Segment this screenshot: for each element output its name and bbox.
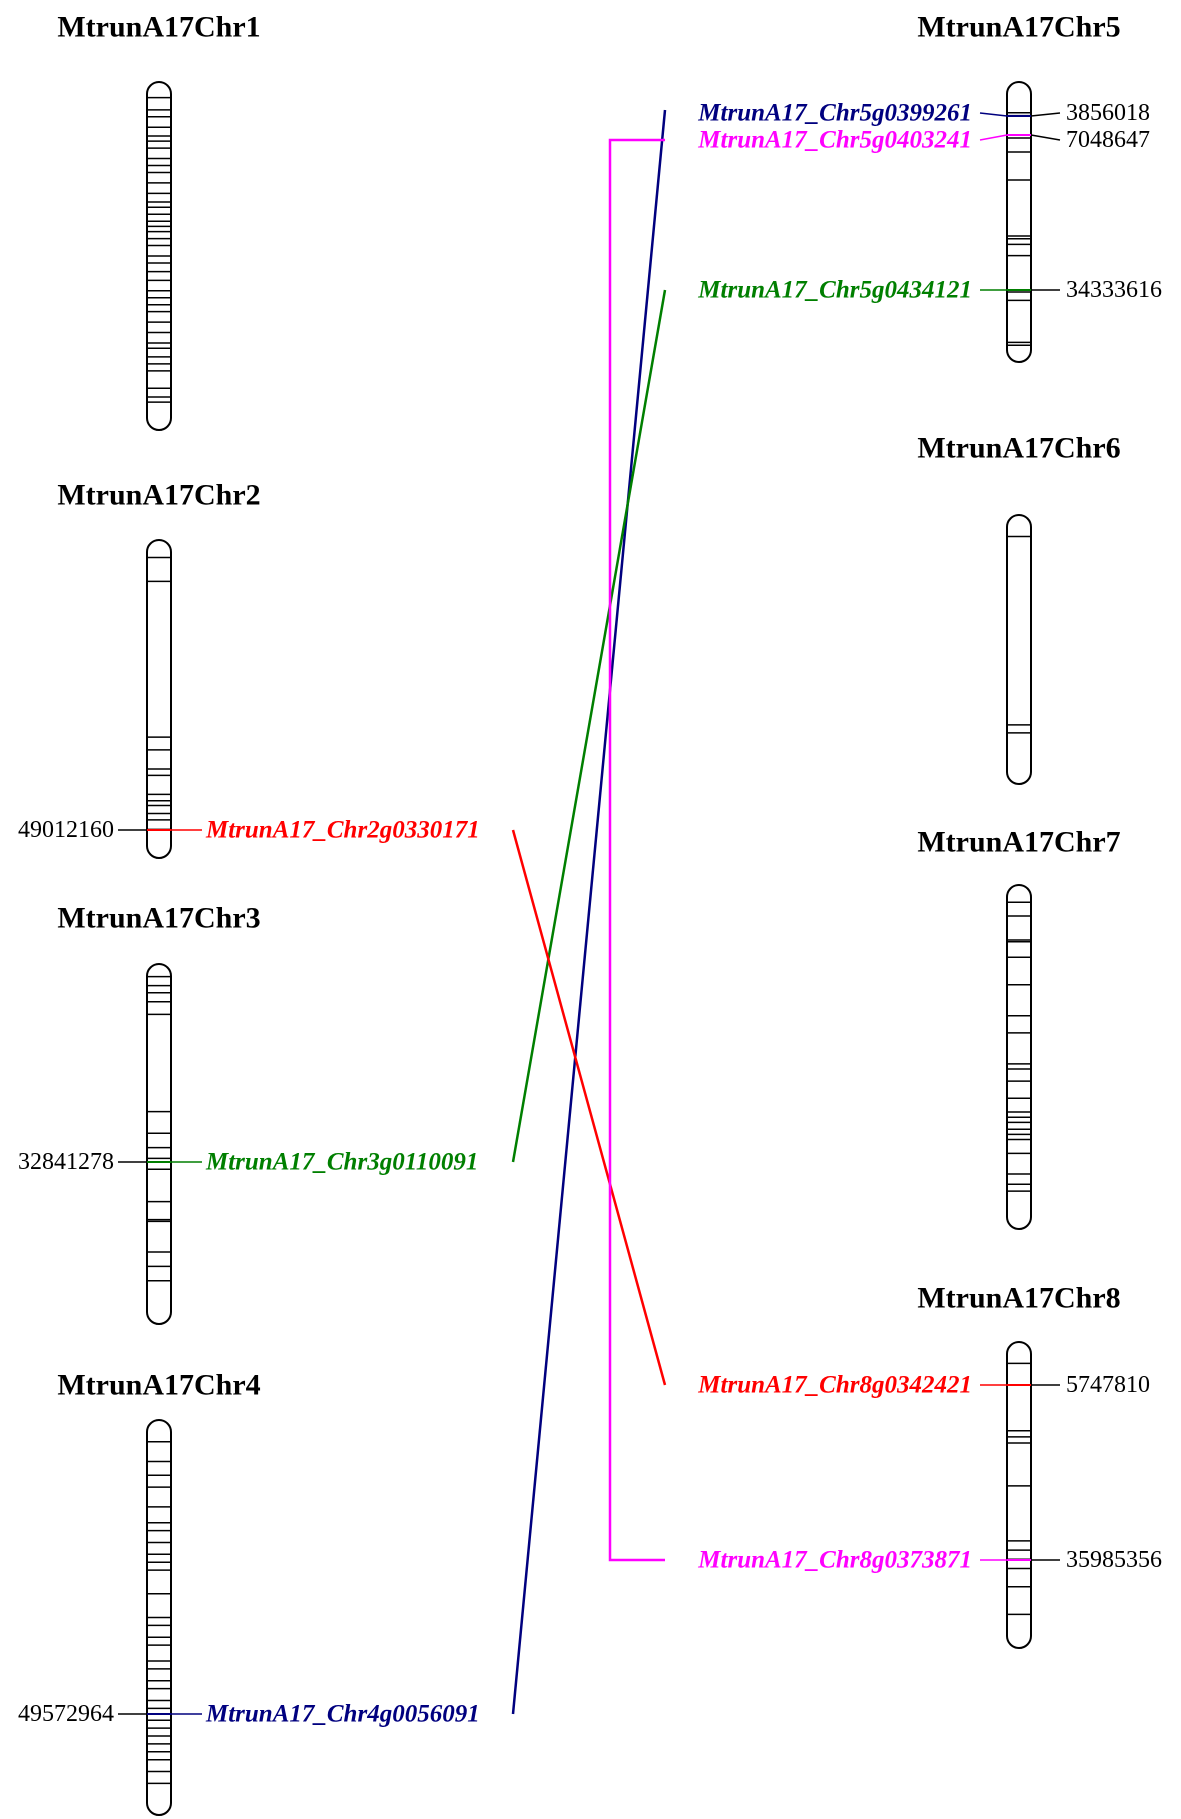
- gene-marker-chr4g0056091: 49572964 MtrunA17_Chr4g0056091: [18, 1701, 480, 1728]
- gene-marker-chr3g0110091: 32841278 MtrunA17_Chr3g0110091: [18, 1149, 478, 1176]
- gene-connector: [979, 134, 1008, 141]
- gene-position: 32841278: [18, 1149, 114, 1175]
- gene-label: MtrunA17_Chr2g0330171: [205, 817, 480, 844]
- chromosome-chr3: MtrunA17Chr3: [57, 902, 261, 1325]
- gene-label: MtrunA17_Chr5g0403241: [697, 127, 972, 154]
- gene-label: MtrunA17_Chr5g0434121: [697, 277, 972, 304]
- chromosome-body: [1006, 81, 1032, 363]
- gene-position: 35985356: [1066, 1547, 1162, 1573]
- chromosome-chr1: MtrunA17Chr1: [57, 11, 261, 431]
- chromosome-title: MtrunA17Chr6: [917, 432, 1120, 465]
- gene-label: MtrunA17_Chr8g0373871: [697, 1547, 972, 1574]
- gene-position: 5747810: [1066, 1372, 1150, 1398]
- gene-marker-chr8g0342421: MtrunA17_Chr8g0342421 5747810: [697, 1372, 1150, 1399]
- chromosome-chr8: MtrunA17Chr8: [917, 1282, 1121, 1649]
- duplication-link: [511, 109, 667, 1715]
- gene-position: 7048647: [1066, 127, 1150, 153]
- chromosome-body: [1006, 884, 1032, 1230]
- chromosome-title: MtrunA17Chr1: [57, 11, 260, 44]
- chromosome-chr7: MtrunA17Chr7: [917, 826, 1121, 1230]
- chromosome-title: MtrunA17Chr3: [57, 902, 260, 935]
- chromosome-title: MtrunA17Chr7: [917, 826, 1120, 859]
- chromosome-body: [1006, 1341, 1032, 1649]
- duplication-link: [608, 138, 665, 1562]
- chromosome-body: [146, 539, 172, 859]
- chromosome-title: MtrunA17Chr4: [57, 1369, 260, 1402]
- gene-label: MtrunA17_Chr3g0110091: [205, 1149, 478, 1176]
- gene-position: 34333616: [1066, 277, 1162, 303]
- gene-position: 49572964: [18, 1701, 114, 1727]
- chromosome-chr4: MtrunA17Chr4: [57, 1369, 261, 1816]
- gene-label: MtrunA17_Chr8g0342421: [697, 1372, 972, 1399]
- chromosome-chr6: MtrunA17Chr6: [917, 432, 1121, 785]
- chromosome-body: [1006, 514, 1032, 785]
- duplication-link: [511, 829, 667, 1386]
- gene-marker-chr2g0330171: 49012160 MtrunA17_Chr2g0330171: [18, 817, 480, 844]
- chromosome-body: [146, 963, 172, 1325]
- position-tick: [1030, 112, 1061, 117]
- duplication-link: [511, 289, 667, 1163]
- chromosome-title: MtrunA17Chr5: [917, 11, 1120, 44]
- chromosome-chr5: MtrunA17Chr5: [917, 11, 1121, 363]
- gene-marker-chr5g0434121: MtrunA17_Chr5g0434121 34333616: [697, 277, 1162, 304]
- gene-marker-chr5g0403241: MtrunA17_Chr5g0403241 7048647: [697, 127, 1150, 154]
- chromosome-title: MtrunA17Chr8: [917, 1282, 1120, 1315]
- gene-label: MtrunA17_Chr5g0399261: [697, 100, 972, 127]
- gene-label: MtrunA17_Chr4g0056091: [205, 1701, 480, 1728]
- gene-marker-chr8g0373871: MtrunA17_Chr8g0373871 35985356: [697, 1547, 1162, 1574]
- gene-position: 49012160: [18, 817, 114, 843]
- chromosome-chr2: MtrunA17Chr2: [57, 479, 261, 859]
- gene-position: 3856018: [1066, 100, 1150, 126]
- gene-connector: [979, 112, 1008, 117]
- chromosome-title: MtrunA17Chr2: [57, 479, 260, 512]
- position-tick: [1030, 134, 1061, 141]
- gene-marker-chr5g0399261: MtrunA17_Chr5g0399261 3856018: [697, 100, 1150, 127]
